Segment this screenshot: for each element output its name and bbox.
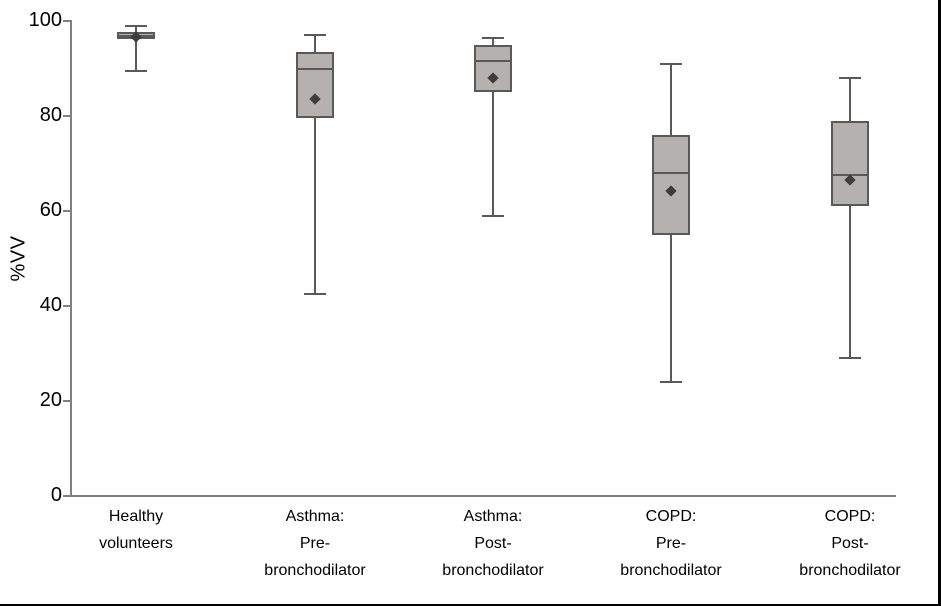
y-tick-mark — [63, 115, 72, 117]
whisker-cap-top — [660, 62, 682, 65]
whisker-cap-bottom — [125, 69, 147, 72]
whisker-stem — [135, 25, 137, 71]
whisker-cap-top — [304, 34, 326, 37]
median-line — [652, 172, 690, 174]
y-tick-label: 80 — [39, 104, 62, 126]
y-tick-label: 0 — [50, 484, 62, 506]
x-axis-line — [70, 495, 896, 497]
y-tick-mark — [63, 210, 72, 212]
box-iqr — [831, 120, 869, 207]
x-category-label: COPD: Post- bronchodilator — [799, 508, 901, 579]
page-right-border — [938, 0, 941, 606]
whisker-cap-bottom — [839, 357, 861, 360]
y-tick-label: 60 — [39, 199, 62, 221]
whisker-cap-top — [839, 77, 861, 79]
page-bottom-border — [0, 604, 941, 606]
whisker-cap-top — [125, 24, 147, 27]
box-iqr — [296, 51, 334, 119]
whisker-stem — [314, 35, 316, 295]
x-category-label: Healthy volunteers — [99, 508, 173, 552]
whisker-cap-bottom — [660, 381, 682, 383]
y-tick-label: 20 — [39, 389, 62, 411]
x-category-label: COPD: Pre- bronchodilator — [620, 508, 722, 579]
median-line — [474, 60, 512, 63]
x-category-label: Asthma: Post- bronchodilator — [442, 508, 544, 579]
y-tick-label: 40 — [39, 294, 62, 316]
box-iqr — [652, 135, 690, 235]
whisker-cap-top — [482, 36, 504, 39]
y-tick-mark — [63, 305, 72, 307]
y-tick-mark — [63, 495, 72, 497]
y-axis-line — [70, 21, 72, 497]
whisker-cap-bottom — [482, 214, 504, 217]
box-iqr — [474, 44, 512, 93]
y-tick-mark — [63, 20, 72, 22]
median-line — [296, 67, 334, 70]
whisker-cap-bottom — [304, 293, 326, 296]
y-tick-mark — [63, 400, 72, 402]
whisker-stem — [849, 78, 851, 359]
x-category-label: Asthma: Pre- bronchodilator — [264, 508, 366, 579]
whisker-stem — [492, 37, 494, 216]
y-tick-label: 100 — [28, 9, 62, 31]
